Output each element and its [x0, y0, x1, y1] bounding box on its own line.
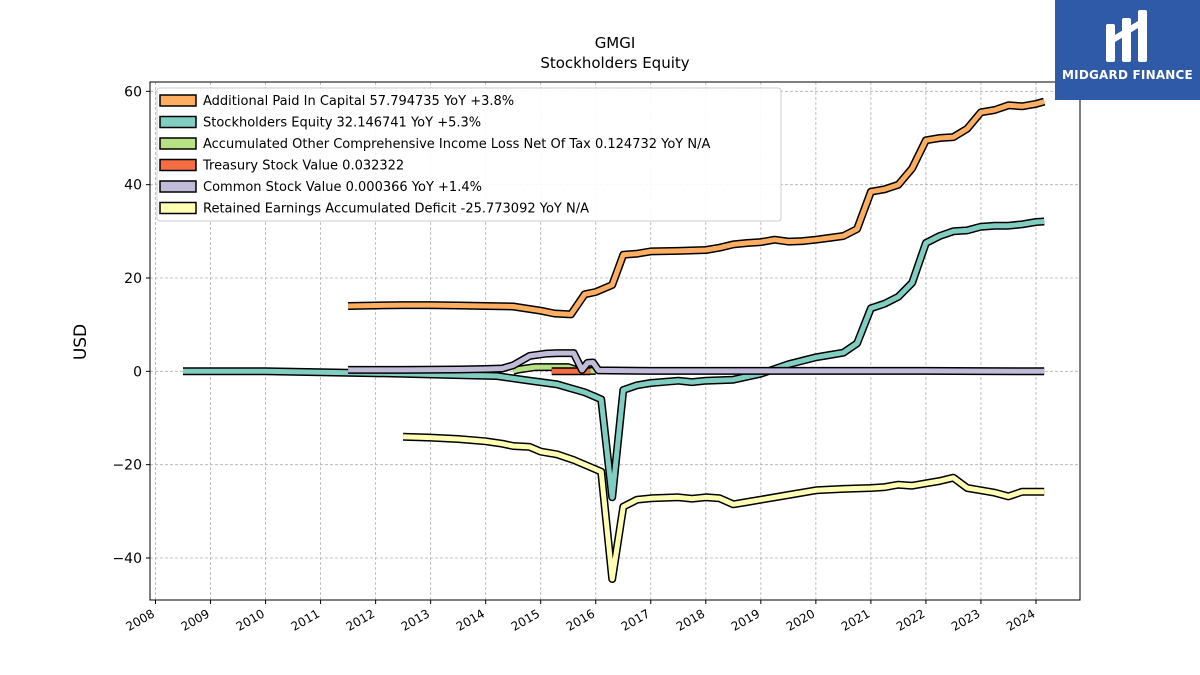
chart-title: GMGI — [595, 34, 636, 52]
brand-logo: MIDGARD FINANCE — [1055, 0, 1200, 100]
series-line — [348, 350, 1045, 374]
x-tick-label: 2015 — [509, 606, 542, 633]
y-tick-label: 40 — [124, 178, 142, 194]
y-tick-label: 0 — [133, 364, 142, 380]
x-tick-label: 2016 — [564, 606, 597, 633]
legend-swatch — [159, 137, 197, 150]
x-tick-label: 2011 — [289, 606, 322, 633]
series-line — [403, 434, 1045, 582]
x-tick-label: 2021 — [839, 606, 872, 633]
legend-label: Stockholders Equity 32.146741 YoY +5.3% — [203, 116, 481, 131]
midgard-logo-icon — [1106, 10, 1147, 62]
legend-label: Additional Paid In Capital 57.794735 YoY… — [203, 94, 514, 109]
series-outline — [402, 432, 1045, 583]
x-tick-label: 2019 — [729, 606, 762, 633]
y-axis-label: USD — [71, 324, 91, 360]
legend: Additional Paid In Capital 57.794735 YoY… — [156, 87, 782, 222]
x-tick-label: 2017 — [619, 606, 652, 633]
x-tick-label: 2018 — [674, 606, 707, 633]
legend-swatch — [159, 180, 197, 193]
x-tick-label: 2024 — [1004, 606, 1037, 633]
x-tick-label: 2009 — [179, 606, 212, 633]
series-line — [348, 99, 1045, 317]
legend-box — [156, 87, 782, 222]
y-tick-label: 20 — [124, 271, 142, 287]
legend-label: Treasury Stock Value 0.032322 — [202, 159, 404, 174]
legend-swatch — [159, 115, 197, 129]
legend-label: Accumulated Other Comprehensive Income L… — [203, 137, 710, 152]
legend-swatch — [159, 158, 197, 172]
legend-swatch — [159, 201, 197, 215]
x-tick-label: 2008 — [124, 606, 157, 633]
x-tick-label: 2012 — [344, 606, 377, 633]
y-tick-label: −40 — [112, 551, 142, 567]
x-tick-label: 2022 — [894, 606, 927, 633]
plot-area — [183, 97, 1046, 583]
chart-subtitle: Stockholders Equity — [540, 54, 689, 72]
series-outline — [183, 217, 1045, 502]
y-tick-label: 60 — [124, 84, 142, 100]
brand-name: MIDGARD FINANCE — [1062, 68, 1193, 82]
x-tick-label: 2014 — [454, 606, 487, 633]
x-tick-label: 2013 — [399, 606, 432, 633]
legend-swatch — [159, 94, 197, 107]
y-tick-label: −20 — [112, 458, 142, 474]
x-tick-label: 2023 — [949, 606, 982, 633]
legend-label: Common Stock Value 0.000366 YoY +1.4% — [203, 180, 482, 195]
x-tick-label: 2020 — [784, 606, 817, 633]
plot-frame — [149, 81, 1081, 601]
legend-label: Retained Earnings Accumulated Deficit -2… — [203, 202, 589, 217]
x-tick-label: 2010 — [234, 606, 267, 633]
